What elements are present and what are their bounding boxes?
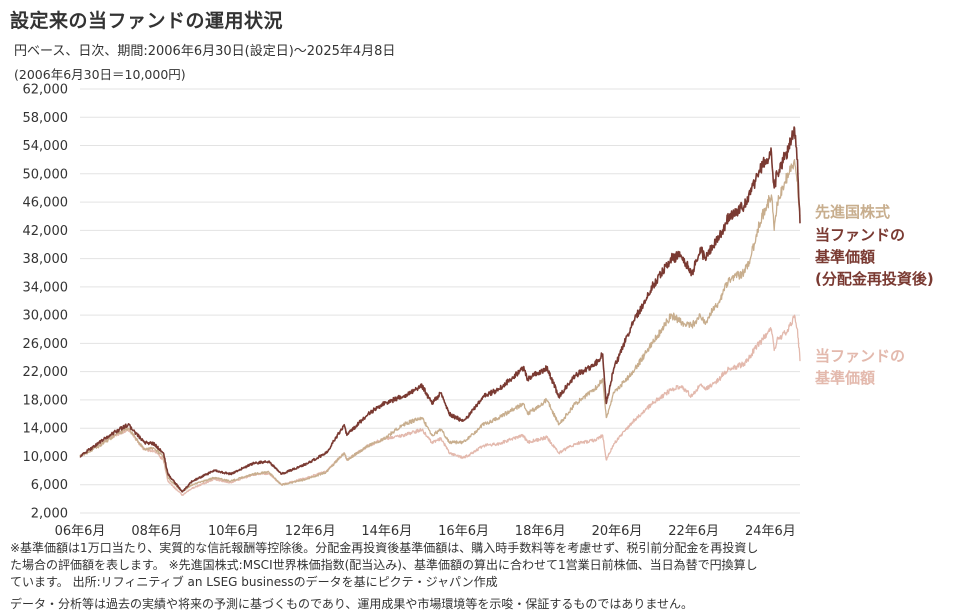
y-tick-label: 34,000	[23, 280, 69, 295]
y-tick-label: 58,000	[23, 111, 69, 126]
y-tick-label: 50,000	[23, 167, 69, 182]
legend-msci: 先進国株式	[815, 201, 890, 223]
x-tick-label: 08年6月	[131, 524, 182, 539]
y-tick-label: 42,000	[23, 224, 69, 239]
x-tick-label: 12年6月	[285, 524, 336, 539]
y-tick-label: 30,000	[23, 309, 69, 324]
x-tick-label: 16年6月	[438, 524, 489, 539]
footnote-line3: ています。 出所:リフィニティブ an LSEG businessのデータを基に…	[10, 575, 498, 589]
footnotes: ※基準価額は1万口当たり、実質的な信託報酬等控除後。分配金再投資後基準価額は、購…	[10, 540, 970, 591]
y-tick-label: 6,000	[31, 478, 68, 493]
legend-msci-label: 先進国株式	[815, 203, 891, 221]
x-tick-label: 06年6月	[55, 524, 106, 539]
footnote-line2: た場合の評価額を表します。 ※先進国株式:MSCI世界株価指数(配当込み)、基準…	[10, 558, 758, 572]
y-tick-label: 18,000	[23, 393, 69, 408]
y-tick-label: 46,000	[23, 196, 69, 211]
x-tick-label: 10年6月	[208, 524, 259, 539]
grid-lines	[80, 88, 800, 514]
series-line-fund_reinvested	[79, 126, 801, 493]
x-tick-label: 18年6月	[515, 524, 566, 539]
y-tick-label: 2,000	[31, 507, 68, 522]
line-chart: 2,000 6,000 10,000 14,000 18,000 22,000 26,000…	[23, 83, 801, 539]
footnote-line1: ※基準価額は1万口当たり、実質的な信託報酬等控除後。分配金再投資後基準価額は、購…	[10, 541, 759, 555]
legend-nav-line2: 基準価額	[815, 369, 876, 387]
legend-nav: 当ファンドの 基準価額	[815, 345, 905, 389]
series-line-nav	[79, 314, 801, 496]
y-axis-labels: 2,000 6,000 10,000 14,000 18,000 22,000 26,000…	[23, 83, 69, 522]
x-tick-label: 24年6月	[745, 524, 796, 539]
x-tick-label: 20年6月	[592, 524, 643, 539]
legend-fund-line1: 当ファンドの	[815, 226, 906, 244]
y-tick-label: 14,000	[23, 422, 69, 437]
y-tick-label: 22,000	[23, 365, 69, 380]
series-lines	[79, 126, 801, 496]
x-tick-label: 14年6月	[361, 524, 412, 539]
x-tick-label: 22年6月	[668, 524, 719, 539]
chart-subtitle: 円ベース、日次、期間:2006年6月30日(設定日)～2025年4月8日	[14, 44, 396, 59]
y-tick-label: 10,000	[23, 450, 69, 465]
chart-title: 設定来の当ファンドの運用状況	[10, 10, 284, 32]
legend-fund-line3: (分配金再投資後)	[815, 270, 934, 288]
y-tick-label: 38,000	[23, 252, 69, 267]
x-axis-labels: 06年6月 08年6月 10年6月 12年6月 14年6月 16年6月 18年6月 20年6月…	[55, 524, 796, 539]
series-line-msci	[79, 159, 801, 493]
base-note: (2006年6月30日＝10,000円)	[14, 67, 186, 82]
legend-fund-reinvested: 当ファンドの 基準価額 (分配金再投資後)	[815, 224, 934, 290]
disclaimer: データ・分析等は過去の実績や将来の予測に基づくものであり、運用成果や市場環境等を…	[10, 597, 694, 611]
legend-fund-line2: 基準価額	[815, 248, 876, 266]
y-tick-label: 62,000	[23, 83, 69, 98]
legend-nav-line1: 当ファンドの	[815, 347, 906, 365]
y-tick-label: 26,000	[23, 337, 69, 352]
y-tick-label: 54,000	[23, 139, 69, 154]
